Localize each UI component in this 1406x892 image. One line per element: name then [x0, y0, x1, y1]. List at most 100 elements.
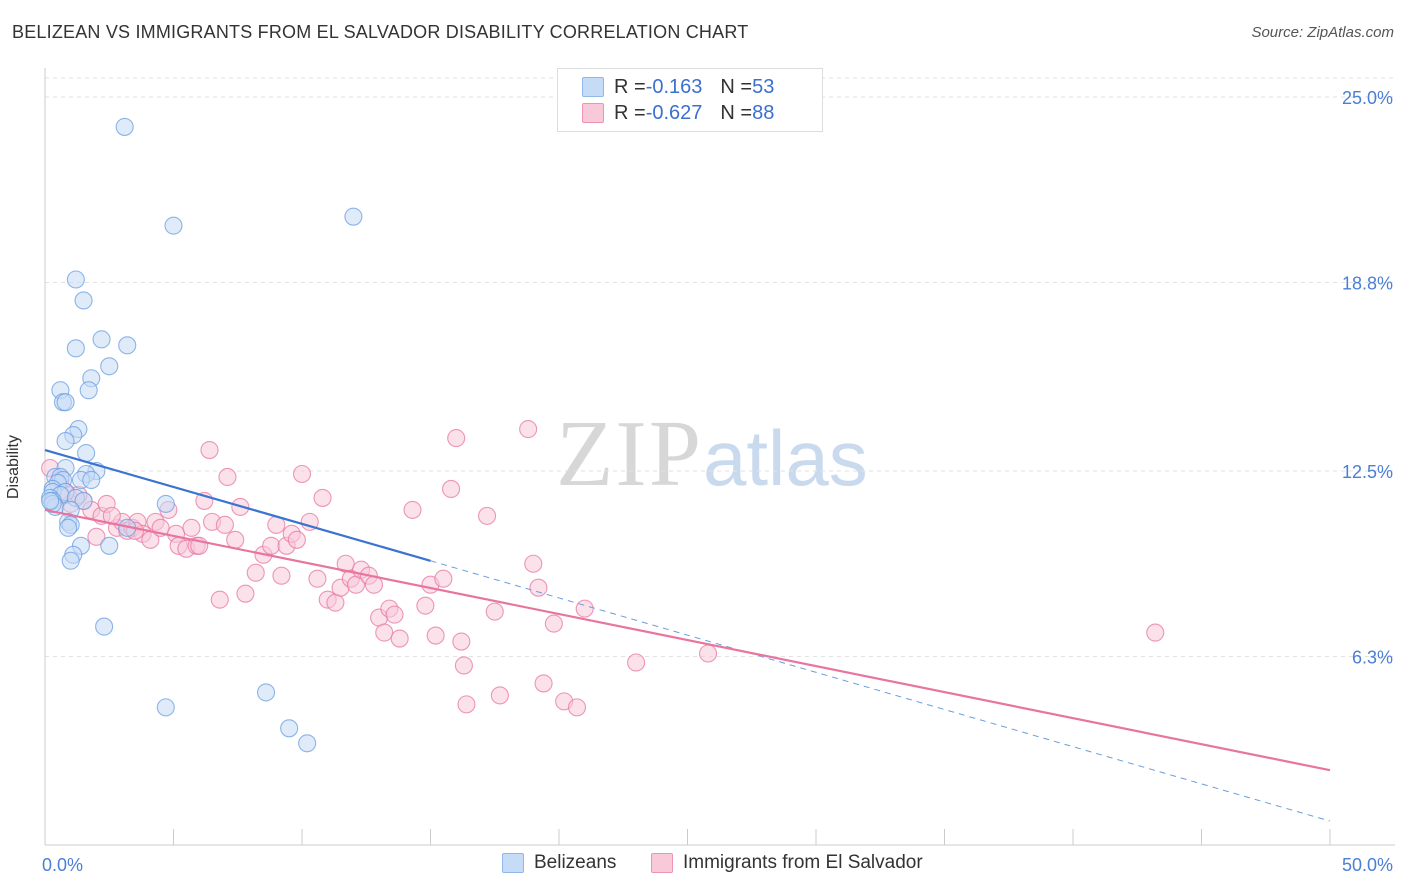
point-el-salvador: [447, 429, 466, 448]
point-el-salvador: [308, 569, 327, 588]
point-belizean: [95, 617, 114, 636]
chart-title: BELIZEAN VS IMMIGRANTS FROM EL SALVADOR …: [12, 22, 749, 42]
point-el-salvador: [477, 506, 497, 525]
legend-r-value: -0.627: [645, 101, 703, 124]
point-el-salvador: [246, 563, 265, 582]
point-belizean: [59, 518, 78, 537]
bottom-legend-swatch-pink: [651, 853, 673, 873]
point-el-salvador: [434, 569, 453, 588]
legend-row-belizeans: R = -0.163 N = 53: [582, 75, 774, 99]
trend-line-belizeans: [44, 448, 431, 562]
legend-swatch-pink: [582, 103, 604, 123]
point-el-salvador: [287, 530, 306, 549]
tick-labels: 6.3% 12.5% 18.8% 25.0% 0.0% 50.0%: [42, 88, 1393, 875]
point-belizean: [56, 393, 75, 412]
point-belizean: [56, 432, 75, 451]
point-el-salvador: [87, 527, 106, 546]
point-el-salvador: [218, 467, 237, 487]
point-el-salvador: [385, 605, 404, 624]
trend-line-el-salvador: [44, 508, 1331, 772]
point-el-salvador: [210, 590, 229, 609]
point-el-salvador: [1146, 623, 1165, 642]
point-el-salvador: [454, 656, 473, 675]
point-el-salvador: [390, 629, 409, 648]
point-belizean: [100, 536, 119, 555]
point-el-salvador: [567, 698, 587, 717]
point-belizean: [77, 443, 96, 463]
legend-n-value: 88: [752, 101, 775, 124]
point-el-salvador: [529, 578, 548, 597]
data-points: [41, 117, 1165, 753]
point-el-salvador: [272, 566, 291, 585]
x-tick-label: 0.0%: [42, 855, 83, 875]
point-el-salvador: [442, 479, 461, 499]
point-el-salvador: [313, 488, 332, 507]
point-el-salvador: [452, 632, 471, 651]
point-el-salvador: [375, 623, 394, 642]
bottom-legend-el-salvador: Immigrants from El Salvador: [651, 852, 923, 874]
point-belizean: [61, 551, 80, 570]
bottom-legend-label-el-salvador: Immigrants from El Salvador: [683, 852, 923, 873]
point-belizean: [74, 291, 93, 310]
point-belizean: [344, 207, 363, 226]
point-el-salvador: [403, 500, 422, 519]
trend-line-belizeans-extension: [430, 560, 1331, 822]
point-el-salvador: [534, 674, 553, 693]
point-belizean: [298, 734, 317, 753]
point-belizean: [256, 683, 276, 702]
point-el-salvador: [699, 644, 718, 663]
legend-n-label: N =: [720, 75, 753, 98]
bottom-legend-swatch-blue: [502, 853, 524, 873]
legend-r-value: -0.163: [645, 75, 703, 98]
watermark-zip: ZIP: [556, 402, 703, 506]
watermark-atlas: atlas: [703, 414, 868, 502]
point-belizean: [66, 270, 85, 289]
legend-row-el-salvador: R = -0.627 N = 88: [582, 101, 774, 125]
point-belizean: [156, 494, 175, 513]
bottom-legend-belizeans: Belizeans: [502, 852, 616, 874]
watermark: ZIPatlas: [556, 400, 868, 508]
legend-swatch-blue: [582, 77, 604, 97]
point-belizean: [92, 330, 111, 349]
legend-n-value: 53: [752, 75, 775, 98]
point-el-salvador: [215, 515, 234, 534]
y-tick-label: 12.5%: [1342, 462, 1393, 482]
point-el-salvador: [200, 441, 219, 460]
legend-r-label: R =: [614, 75, 646, 98]
point-el-salvador: [236, 584, 255, 603]
legend-r-label: R =: [614, 101, 646, 124]
y-tick-label: 25.0%: [1342, 88, 1393, 108]
point-belizean: [280, 719, 299, 738]
trend-lines: [44, 448, 1331, 822]
point-el-salvador: [627, 653, 646, 672]
point-el-salvador: [485, 602, 504, 621]
point-el-salvador: [426, 626, 445, 645]
point-el-salvador: [524, 554, 543, 573]
point-el-salvador: [182, 518, 201, 537]
bottom-legend-label-belizeans: Belizeans: [534, 852, 617, 873]
point-belizean: [41, 491, 60, 510]
point-el-salvador: [292, 464, 312, 484]
point-belizean: [100, 357, 119, 376]
x-tick-label: 50.0%: [1342, 855, 1393, 875]
y-tick-label: 18.8%: [1342, 274, 1393, 294]
point-el-salvador: [262, 536, 281, 555]
point-el-salvador: [544, 614, 563, 633]
point-belizean: [66, 339, 85, 358]
point-el-salvador: [490, 686, 509, 705]
legend-n-label: N =: [720, 101, 753, 124]
point-belizean: [164, 216, 183, 235]
point-belizean: [74, 491, 93, 510]
point-belizean: [156, 698, 175, 717]
point-el-salvador: [575, 599, 594, 618]
bottom-legend: Belizeans Immigrants from El Salvador: [0, 852, 1406, 878]
legend: R = -0.163 N = 53 R = -0.627 N = 88: [557, 68, 823, 132]
point-el-salvador: [519, 420, 538, 439]
point-belizean: [82, 470, 101, 490]
y-tick-label: 6.3%: [1352, 648, 1393, 668]
point-el-salvador: [416, 596, 435, 615]
point-belizean: [115, 117, 134, 136]
chart-source: Source: ZipAtlas.com: [1251, 24, 1394, 41]
point-el-salvador: [300, 512, 319, 531]
